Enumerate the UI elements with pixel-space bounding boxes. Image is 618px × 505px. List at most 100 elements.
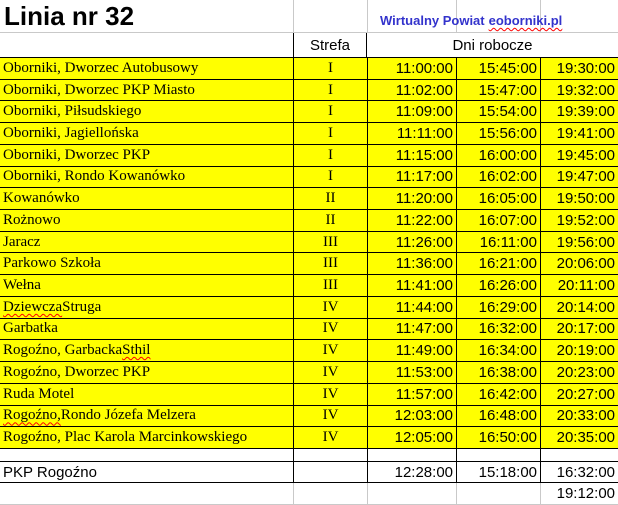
site-link[interactable]: Wirtualny Powiat eoborniki.pl: [380, 13, 562, 28]
time-cell: 16:11:00: [456, 231, 540, 253]
zone-cell: IV: [293, 296, 367, 318]
site-link-prefix: Wirtualny Powiat: [380, 13, 485, 28]
gridline: [456, 0, 457, 32]
table-row: Wełna III 11:41:00 16:26:00 20:11:00: [0, 275, 618, 297]
stop-name-cell: Oborniki, Jagiellońska: [3, 125, 139, 142]
time-cell: 20:27:00: [540, 383, 618, 405]
time-cell: 11:53:00: [367, 362, 456, 383]
page-title: Linia nr 32: [4, 1, 135, 31]
stop-name-cell: Dziewcza Struga: [3, 298, 102, 315]
table-row: Oborniki, Rondo Kowanówko I 11:17:00 16:02:…: [0, 166, 618, 189]
time-cell: 16:21:00: [456, 253, 540, 275]
gridline: [540, 0, 541, 32]
time-cell: 20:17:00: [540, 318, 618, 340]
table-row: Rogoźno, Rondo Józefa Melzera IV 12:03:00 1…: [0, 405, 618, 428]
zone-cell: IV: [293, 318, 367, 340]
time-cell: 19:52:00: [540, 210, 618, 231]
zone-cell: I: [293, 144, 367, 166]
table-row: Oborniki, Piłsudskiego I 11:09:00 15:54:00 1…: [0, 101, 618, 124]
table-row: Rogoźno, Dworzec PKP IV 11:53:00 16:38:00 20…: [0, 362, 618, 384]
zone-cell: III: [293, 253, 367, 275]
time-cell: 16:48:00: [456, 405, 540, 427]
time-cell: 19:56:00: [540, 231, 618, 253]
table-row: Rogoźno, Garbacka Sthil IV 11:49:00 16:34:0…: [0, 340, 618, 363]
table-row: Jaracz III 11:26:00 16:11:00 19:56:00: [0, 231, 618, 254]
zone-cell: II: [293, 188, 367, 210]
time-cell: 20:14:00: [540, 296, 618, 318]
stop-name-cell: Oborniki, Rondo Kowanówko: [3, 168, 186, 185]
table-row: Oborniki, Jagiellońska I 11:11:00 15:56:00 1…: [0, 123, 618, 145]
time-cell: 16:32:00: [540, 462, 618, 482]
time-cell: 11:20:00: [367, 188, 456, 210]
time-cell: 11:26:00: [367, 231, 456, 253]
site-link-domain[interactable]: eoborniki.pl: [488, 13, 563, 28]
time-cell: 11:09:00: [367, 101, 456, 123]
stop-name-cell: Oborniki, Dworzec PKP: [3, 146, 151, 163]
stop-name-cell: Oborniki, Dworzec Autobusowy: [3, 59, 199, 76]
table-row: Ruda Motel IV 11:57:00 16:42:00 20:27:00: [0, 383, 618, 406]
time-cell: 11:49:00: [367, 340, 456, 362]
table-row: Rogoźno, Plac Karola Marcinkowskiego IV 12…: [0, 427, 618, 449]
time-cell: 20:33:00: [540, 405, 618, 427]
table-row: Dziewcza Struga IV 11:44:00 16:29:00 20:14:0…: [0, 296, 618, 319]
table-row: Oborniki, Dworzec PKP Miasto I 11:02:00 15:…: [0, 79, 618, 102]
time-cell: 16:07:00: [456, 210, 540, 231]
late-time-row: 19:12:00: [0, 483, 618, 505]
zone-cell: III: [293, 231, 367, 253]
table-row: Kowanówko II 11:20:00 16:05:00 19:50:00: [0, 188, 618, 211]
time-cell: 11:44:00: [367, 296, 456, 318]
time-cell: 19:30:00: [540, 58, 618, 79]
time-cell: 15:47:00: [456, 79, 540, 101]
time-cell: 15:18:00: [456, 462, 540, 482]
table-row: Parkowo Szkoła III 11:36:00 16:21:00 20:06:0…: [0, 253, 618, 276]
empty-cell: [456, 483, 540, 504]
time-cell: 11:47:00: [367, 318, 456, 340]
stop-name-cell: PKP Rogoźno: [3, 463, 97, 481]
stop-name-cell: Rogoźno, Garbacka Sthil: [3, 342, 151, 359]
table-row: Rożnowo II 11:22:00 16:07:00 19:52:00: [0, 210, 618, 232]
time-cell: 11:00:00: [367, 58, 456, 79]
time-cell: 16:02:00: [456, 166, 540, 188]
stop-name-cell: Jaracz: [3, 233, 41, 250]
zone-cell: IV: [293, 362, 367, 383]
table-row: Oborniki, Dworzec Autobusowy I 11:00:00 15:…: [0, 58, 618, 80]
empty-cell: [293, 449, 367, 461]
stop-name-cell: Garbatka: [3, 320, 58, 337]
time-cell: 15:56:00: [456, 123, 540, 144]
time-cell: 20:11:00: [540, 275, 618, 296]
empty-cell: [0, 449, 293, 461]
time-cell: 12:28:00: [367, 462, 456, 482]
time-cell: 15:45:00: [456, 58, 540, 79]
stop-name-cell: Kowanówko: [3, 190, 80, 207]
time-cell: 20:06:00: [540, 253, 618, 275]
zone-cell: III: [293, 275, 367, 296]
empty-cell: [293, 483, 367, 504]
time-cell: 16:29:00: [456, 296, 540, 318]
time-cell: 16:32:00: [456, 318, 540, 340]
zone-cell: [293, 462, 367, 482]
title-row: Linia nr 32 Wirtualny Powiat eoborniki.pl: [0, 0, 618, 33]
header-empty-cell: [0, 33, 293, 57]
time-cell: 19:50:00: [540, 188, 618, 210]
time-cell: 11:41:00: [367, 275, 456, 296]
time-cell: 19:39:00: [540, 101, 618, 123]
misspelled-word: Sthil: [122, 342, 151, 359]
stop-name-cell: Wełna: [3, 277, 41, 294]
time-cell: 19:47:00: [540, 166, 618, 188]
stop-name-cell: Rogoźno, Dworzec PKP: [3, 363, 151, 380]
stop-name-cell: Parkowo Szkoła: [3, 255, 101, 272]
time-cell: 19:32:00: [540, 79, 618, 101]
pkp-row: PKP Rogoźno 12:28:00 15:18:00 16:32:00: [0, 462, 618, 483]
table-row: Oborniki, Dworzec PKP I 11:15:00 16:00:00 19…: [0, 144, 618, 167]
empty-cell: [456, 449, 540, 461]
time-cell: 16:26:00: [456, 275, 540, 296]
time-cell: 16:34:00: [456, 340, 540, 362]
zone-cell: IV: [293, 340, 367, 362]
gridline: [367, 0, 368, 32]
time-cell: 12:03:00: [367, 405, 456, 427]
time-cell: 15:54:00: [456, 101, 540, 123]
zone-cell: I: [293, 58, 367, 79]
separator-row: [0, 449, 618, 462]
time-cell: 16:42:00: [456, 383, 540, 405]
